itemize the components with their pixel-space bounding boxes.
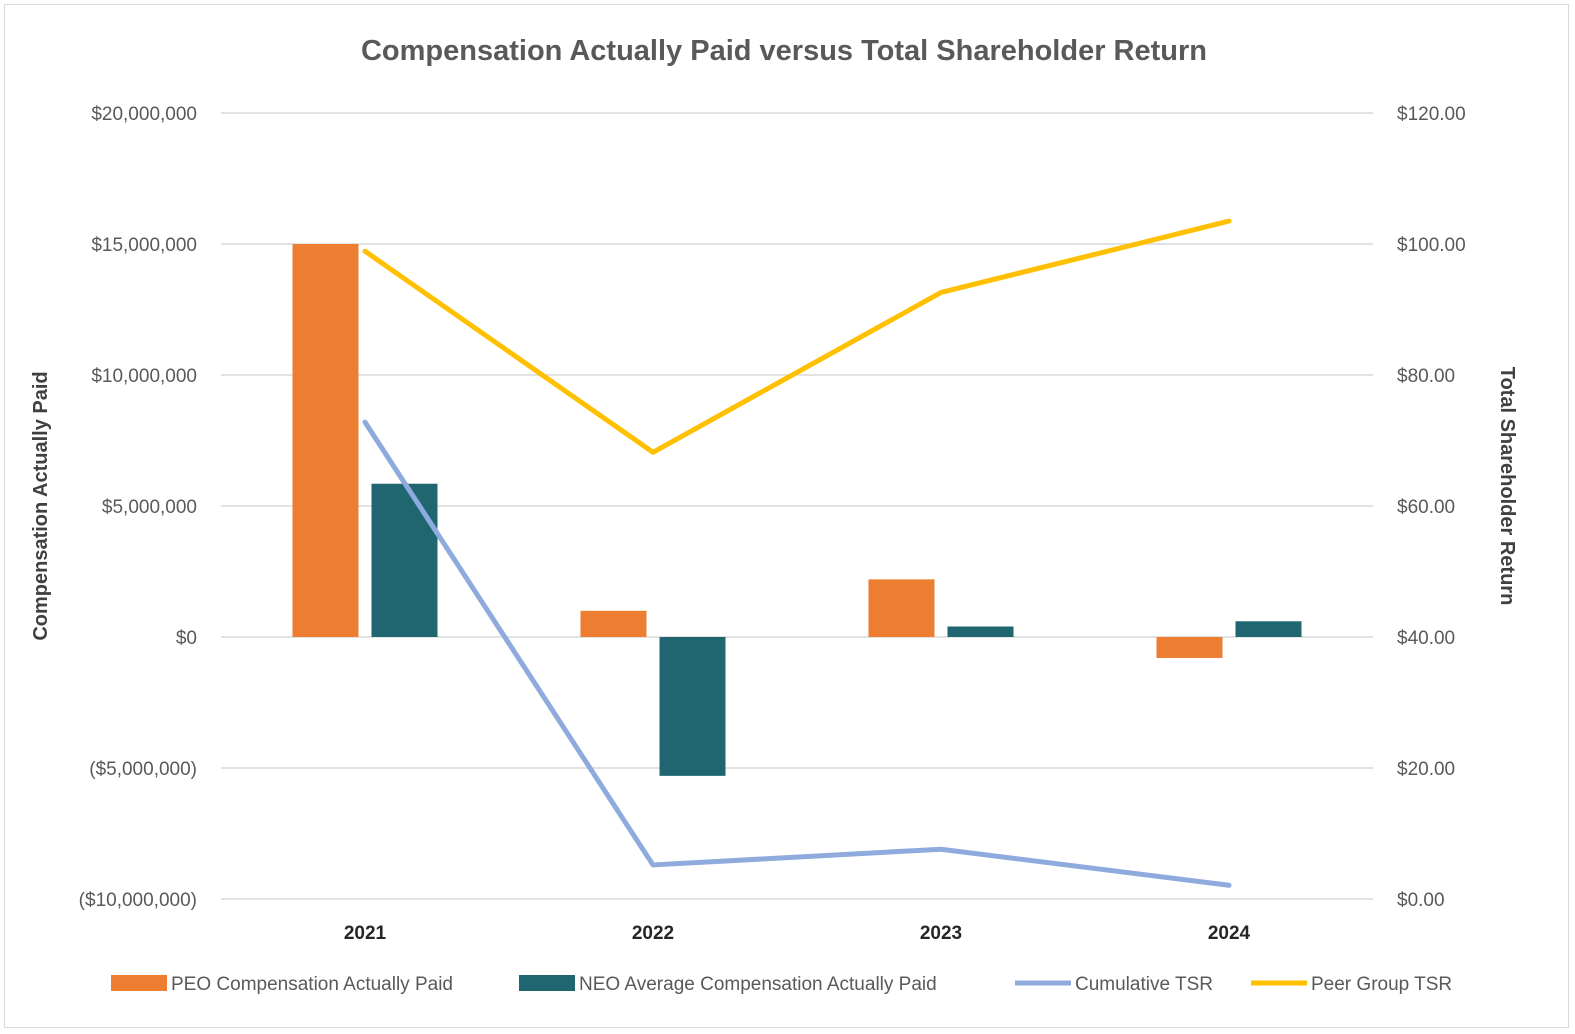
bar-peo-compensation-actually-paid-2022 [580,610,647,637]
category-label: 2023 [920,923,962,944]
bar-neo-average-compensation-actually-paid-2024 [1235,621,1302,637]
right-tick-label: $0.00 [1397,890,1445,911]
left-tick-label: $5,000,000 [102,497,197,518]
legend-label: NEO Average Compensation Actually Paid [579,974,937,995]
right-axis-title: Total Shareholder Return [1496,367,1518,606]
legend-label: PEO Compensation Actually Paid [171,974,453,995]
line-peer-group-tsr [362,218,1232,455]
left-tick-label: $15,000,000 [91,235,197,256]
left-tick-label: $20,000,000 [91,104,197,125]
left-tick-label: $10,000,000 [91,366,197,387]
legend-label: Cumulative TSR [1075,974,1213,995]
left-axis-title: Compensation Actually Paid [30,371,52,640]
chart-frame: Compensation Actually Paid versus Total … [4,4,1569,1028]
line-cumulative-tsr [362,419,1232,888]
bar-peo-compensation-actually-paid-2021 [292,244,359,637]
right-tick-label: $80.00 [1397,366,1455,387]
legend-item-neo-average-compensation-actually-paid: NEO Average Compensation Actually Paid [519,974,937,995]
category-label: 2021 [344,923,387,944]
category-labels: 2021 2022 2023 2024 [344,923,1251,944]
bar-peo-compensation-actually-paid-2024 [1156,637,1223,658]
chart-svg: Compensation Actually Paid versus Total … [30,35,1518,995]
legend-swatch [111,975,167,991]
legend-label: Peer Group TSR [1311,974,1452,995]
right-tick-label: $20.00 [1397,759,1455,780]
bar-neo-average-compensation-actually-paid-2021 [371,483,438,637]
legend-item-peo-compensation-actually-paid: PEO Compensation Actually Paid [111,974,453,995]
right-tick-label: $120.00 [1397,104,1466,125]
left-tick-label: ($10,000,000) [79,890,197,911]
bar-peo-compensation-actually-paid-2023 [868,579,935,637]
legend-item-peer-group-tsr: Peer Group TSR [1251,974,1452,995]
series-lines [362,218,1232,888]
legend-swatch [519,975,575,991]
left-tick-label: $0 [176,628,197,649]
bar-neo-average-compensation-actually-paid-2023 [947,626,1014,637]
right-tick-label: $100.00 [1397,235,1466,256]
chart-title: Compensation Actually Paid versus Total … [361,35,1207,67]
left-tick-label: ($5,000,000) [89,759,197,780]
category-label: 2024 [1208,923,1251,944]
category-label: 2022 [632,923,674,944]
bar-neo-average-compensation-actually-paid-2022 [659,637,726,776]
right-axis-ticks: $120.00 $100.00 $80.00 $60.00 $40.00 $20.00 $0… [1397,104,1466,911]
bars [292,244,1302,776]
left-axis-ticks: $20,000,000 $15,000,000 $10,000,000 $5,000,… [79,104,197,911]
legend: PEO Compensation Actually Paid NEO Averag… [111,974,1452,995]
right-tick-label: $60.00 [1397,497,1455,518]
right-tick-label: $40.00 [1397,628,1455,649]
legend-item-cumulative-tsr: Cumulative TSR [1015,974,1213,995]
